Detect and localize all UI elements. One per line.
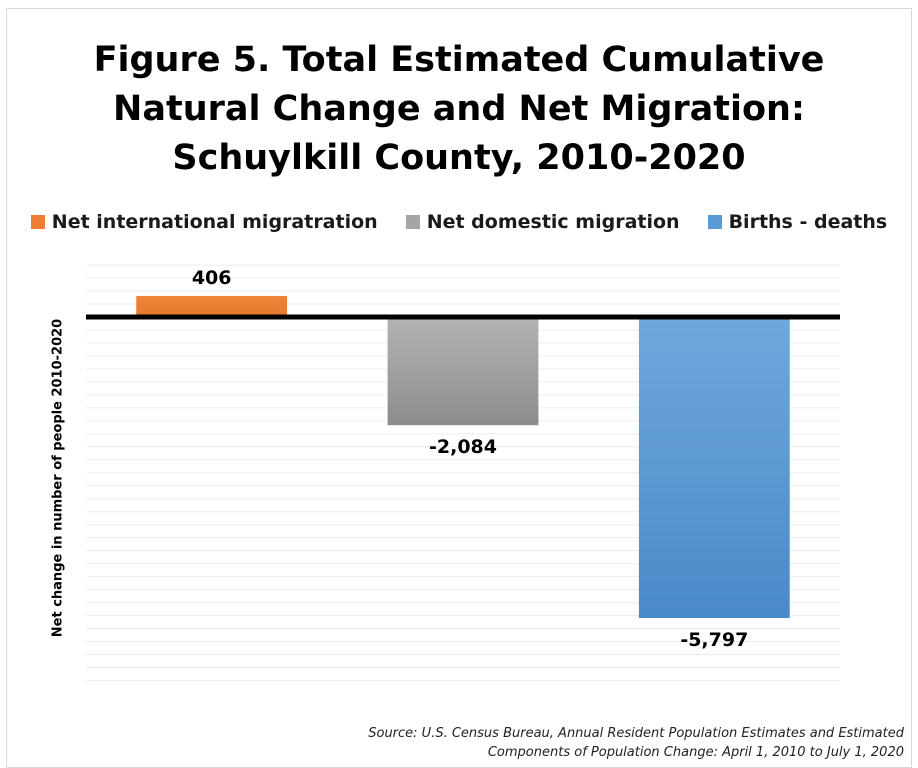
legend-item-domestic: Net domestic migration <box>405 211 680 233</box>
legend-item-births-deaths: Births - deaths <box>707 211 888 233</box>
title-line-1: Figure 5. Total Estimated Cumulative <box>93 40 825 80</box>
chart-legend: Net international migratration Net domes… <box>0 208 918 236</box>
legend-item-international: Net international migratration <box>30 211 378 233</box>
bar-births-deaths <box>638 317 790 618</box>
legend-label-international: Net international migratration <box>51 211 378 233</box>
source-note: Source: U.S. Census Bureau, Annual Resid… <box>368 724 904 762</box>
source-line-2: Components of Population Change: April 1… <box>487 745 904 760</box>
data-label-domestic: -2,084 <box>429 436 497 458</box>
source-line-1: Source: U.S. Census Bureau, Annual Resid… <box>368 726 904 741</box>
bars <box>136 295 790 618</box>
title-line-2: Natural Change and Net Migration: <box>113 89 805 129</box>
title-line-3: Schuylkill County, 2010-2020 <box>172 138 746 178</box>
bar-international <box>136 295 288 317</box>
data-label-births-deaths: -5,797 <box>680 629 748 651</box>
data-labels: 406 -2,084 -5,797 <box>192 267 748 651</box>
chart-title: Figure 5. Total Estimated Cumulative Nat… <box>0 36 918 183</box>
bar-domestic <box>387 317 539 426</box>
legend-swatch-domestic <box>405 215 420 229</box>
data-label-international: 406 <box>192 267 232 289</box>
legend-label-domestic: Net domestic migration <box>426 211 680 233</box>
legend-swatch-international <box>30 215 45 229</box>
legend-label-births-deaths: Births - deaths <box>728 211 888 233</box>
legend-swatch-births-deaths <box>707 215 722 229</box>
